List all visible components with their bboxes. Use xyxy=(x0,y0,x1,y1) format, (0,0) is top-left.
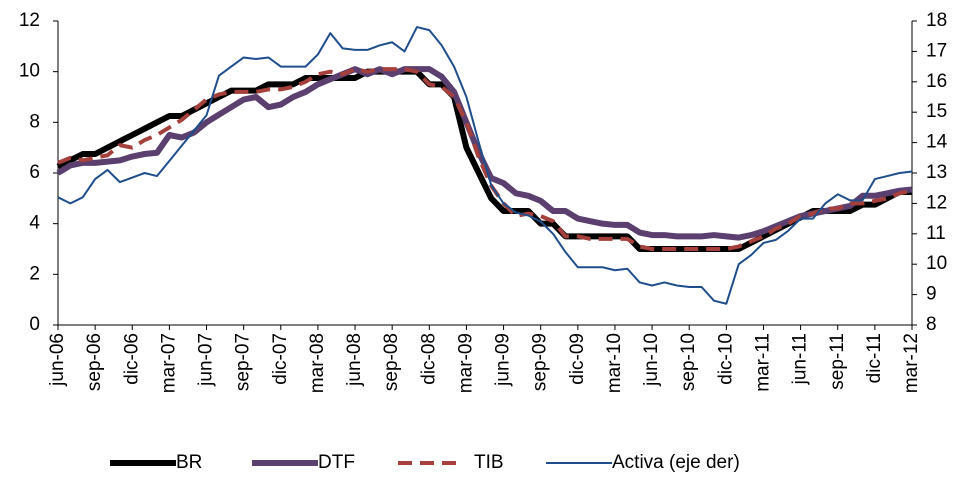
legend-label: BR xyxy=(176,452,202,473)
y2-tick-label: 17 xyxy=(926,40,947,61)
x-tick-label: dic-08 xyxy=(418,333,439,385)
x-tick-label: dic-06 xyxy=(121,333,142,385)
x-tick-label: mar-10 xyxy=(604,333,625,393)
y2-tick-label: 9 xyxy=(926,284,937,305)
y2-tick-label: 13 xyxy=(926,162,947,183)
y-tick-label: 4 xyxy=(29,213,40,234)
x-tick-label: mar-08 xyxy=(307,333,328,393)
x-tick-label: sep-10 xyxy=(678,333,699,391)
y2-tick-label: 14 xyxy=(926,132,948,153)
x-tick-label: mar-09 xyxy=(455,333,476,393)
x-tick-label: mar-12 xyxy=(901,333,922,393)
y2-tick-label: 15 xyxy=(926,101,947,122)
x-tick-label: mar-11 xyxy=(752,333,773,392)
y-tick-label: 10 xyxy=(19,61,40,82)
y-tick-label: 6 xyxy=(29,162,40,183)
x-tick-label: jun-07 xyxy=(196,333,217,387)
y2-tick-label: 11 xyxy=(926,223,946,244)
y-tick-label: 2 xyxy=(29,263,40,284)
y2-tick-label: 16 xyxy=(926,71,947,92)
legend-label: DTF xyxy=(318,452,355,473)
x-tick-label: sep-08 xyxy=(381,333,402,391)
x-tick-label: jun-11 xyxy=(790,333,811,385)
x-tick-label: jun-10 xyxy=(641,333,662,387)
y-tick-label: 8 xyxy=(29,111,40,132)
x-tick-label: jun-09 xyxy=(493,333,514,387)
series-line xyxy=(57,67,913,251)
y-tick-label: 0 xyxy=(29,314,40,335)
x-tick-label: sep-11 xyxy=(827,333,848,390)
y2-tick-label: 18 xyxy=(926,10,947,31)
x-tick-label: dic-09 xyxy=(567,333,588,385)
x-tick-label: jun-06 xyxy=(47,333,68,387)
x-tick-label: mar-07 xyxy=(158,333,179,393)
x-tick-label: sep-09 xyxy=(530,333,551,391)
y2-tick-label: 12 xyxy=(926,192,947,213)
series-line xyxy=(56,66,913,241)
legend-label: Activa (eje der) xyxy=(612,452,740,473)
x-tick-label: sep-07 xyxy=(233,333,254,391)
x-tick-label: jun-08 xyxy=(344,333,365,387)
x-tick-label: sep-06 xyxy=(84,333,105,391)
y2-tick-label: 10 xyxy=(926,253,947,274)
x-tick-label: dic-07 xyxy=(270,333,291,385)
x-tick-label: dic-10 xyxy=(715,333,736,385)
series-line xyxy=(57,26,913,305)
legend-label: TIB xyxy=(474,452,504,473)
y-tick-label: 12 xyxy=(19,10,40,31)
x-tick-label: dic-11 xyxy=(864,333,885,383)
y2-tick-label: 8 xyxy=(926,314,937,335)
